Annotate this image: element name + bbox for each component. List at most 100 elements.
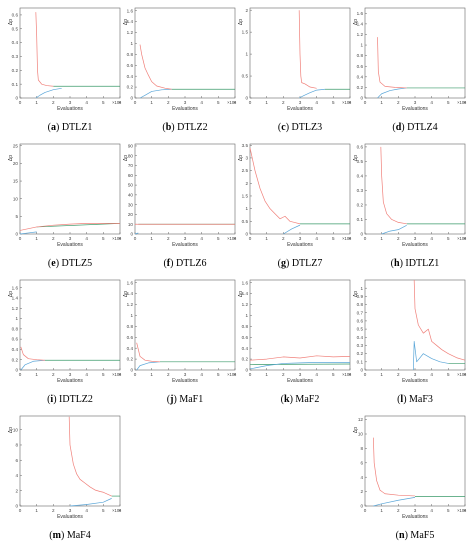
x-exponent: ×10⁴: [227, 372, 236, 377]
x-axis-label: Evaluations: [172, 378, 198, 384]
series-blue-line: [136, 361, 161, 371]
y-tick-label: 0.2: [242, 357, 249, 362]
y-tick-label: 0.4: [357, 174, 364, 179]
y-tick-label: 0.5: [12, 26, 19, 31]
x-tick-label: 2: [52, 508, 55, 513]
series-blue-line: [381, 224, 407, 235]
chart-e: 0 5 10 15 20 25 0 1 2 3 4 5 6×10⁴ Evaluations Δp: [8, 143, 122, 248]
y-axis-label: Δp: [238, 291, 244, 297]
series-blue-line: [299, 88, 326, 99]
y-tick-label: 0.4: [357, 74, 364, 79]
y-tick-label: 10: [13, 196, 19, 201]
series-red-line: [372, 437, 416, 497]
y-tick-label: 0: [360, 96, 363, 101]
y-tick-label: 0.4: [242, 346, 249, 351]
y-tick-label: 1.4: [242, 291, 249, 296]
x-tick-label: 0: [134, 100, 137, 105]
y-tick-label: 5: [15, 214, 18, 219]
caption-i: (i) IDTLZ2: [47, 394, 93, 405]
x-tick-label: 4: [85, 236, 88, 241]
y-tick-label: 0: [15, 504, 18, 509]
x-tick-label: 6: [464, 100, 467, 105]
plot-frame: [364, 143, 466, 235]
x-axis-label: Evaluations: [57, 106, 83, 112]
y-tick-label: 0.6: [357, 145, 364, 150]
y-tick-label: 0.3: [357, 343, 364, 348]
x-tick-label: 4: [430, 100, 433, 105]
y-tick-label: 1.4: [127, 19, 134, 24]
caption-letter: n: [399, 530, 405, 541]
y-axis-label: Δp: [238, 19, 244, 25]
x-tick-label: 5: [447, 372, 450, 377]
y-tick-label: 60: [128, 173, 134, 178]
x-tick-label: 1: [35, 100, 38, 105]
x-tick-label: 2: [52, 372, 55, 377]
x-tick-label: 1: [35, 508, 38, 513]
y-tick-label: 0.4: [12, 347, 19, 352]
y-tick-label: 0.4: [127, 74, 134, 79]
x-tick-label: 1: [35, 372, 38, 377]
y-tick-label: 8: [360, 446, 363, 451]
caption-name: DTLZ4: [407, 122, 438, 133]
chart-h: 0 0.1 0.2 0.3 0.4 0.5 0.6 0 1 2 3 4 5 6×10⁴ Evaluation…: [353, 143, 467, 248]
x-tick-label: 2: [282, 236, 285, 241]
x-tick-label: 6: [464, 236, 467, 241]
x-exponent: ×10⁴: [457, 372, 466, 377]
y-tick-label: 2: [360, 489, 363, 494]
y-tick-label: 0.8: [12, 326, 19, 331]
x-tick-label: 3: [184, 100, 187, 105]
series-blue-line: [35, 87, 62, 99]
x-tick-label: 3: [69, 372, 72, 377]
x-axis-label: Evaluations: [402, 106, 428, 112]
x-axis-label: Evaluations: [402, 242, 428, 248]
x-tick-label: 5: [102, 372, 105, 377]
y-tick-label: 15: [13, 179, 19, 184]
x-tick-label: 3: [69, 236, 72, 241]
plot-frame: [364, 415, 466, 507]
y-tick-label: 0: [15, 232, 18, 237]
y-tick-label: 0.1: [12, 82, 19, 87]
series-red-line: [68, 416, 112, 497]
y-tick-label: 0.6: [127, 63, 134, 68]
caption-letter: f: [166, 258, 171, 269]
y-tick-label: 0.8: [127, 52, 134, 57]
x-exponent: ×10⁴: [227, 236, 236, 241]
x-tick-label: 0: [134, 236, 137, 241]
caption-name: MaF5: [410, 530, 435, 541]
series-blue-line: [69, 498, 112, 507]
y-tick-label: 1.5: [242, 194, 249, 199]
y-tick-label: 0.8: [127, 324, 134, 329]
y-tick-label: 0.8: [357, 53, 364, 58]
caption-letter: b: [165, 122, 172, 133]
series-red-line: [249, 147, 301, 225]
y-tick-label: 0.6: [127, 335, 134, 340]
y-tick-label: 2.5: [242, 168, 249, 173]
chart-j: 0 0.2 0.4 0.6 0.8 1 1.2 1.4 1.6 0 1 2 3 4 5 6×10⁴ Evalua…: [123, 279, 237, 384]
x-axis-label: Evaluations: [402, 378, 428, 384]
caption-name: MaF3: [409, 394, 433, 405]
x-tick-label: 6: [119, 372, 122, 377]
x-tick-label: 6: [119, 100, 122, 105]
series-blue-line: [412, 341, 449, 371]
chart-c: 0 0.5 1 1.5 2 0 1 2 3 4 5 6×10⁴ Evaluations Δp: [238, 7, 352, 112]
x-tick-label: 5: [332, 100, 335, 105]
y-tick-label: 90: [128, 144, 134, 149]
caption-letter: d: [395, 122, 402, 133]
chart-g: 0 0.5 1 1.5 2 2.5 3 3.5 0 1 2 3 4 5 6×10⁴ Evaluations Δp: [238, 143, 352, 248]
x-tick-label: 4: [200, 236, 203, 241]
x-tick-label: 4: [315, 100, 318, 105]
y-tick-label: 0.2: [127, 85, 134, 90]
x-axis-label: Evaluations: [57, 242, 83, 248]
y-tick-label: 6: [360, 460, 363, 465]
y-axis-label: Δp: [353, 155, 359, 161]
x-tick-label: 5: [447, 100, 450, 105]
x-tick-label: 2: [282, 100, 285, 105]
y-tick-label: 0.3: [12, 54, 19, 59]
y-tick-label: 1.5: [242, 30, 249, 35]
x-tick-label: 0: [134, 372, 137, 377]
x-exponent: ×10⁴: [342, 100, 351, 105]
x-exponent: ×10⁴: [457, 236, 466, 241]
x-tick-label: 1: [380, 372, 383, 377]
caption-n: (n) MaF5: [395, 530, 435, 541]
